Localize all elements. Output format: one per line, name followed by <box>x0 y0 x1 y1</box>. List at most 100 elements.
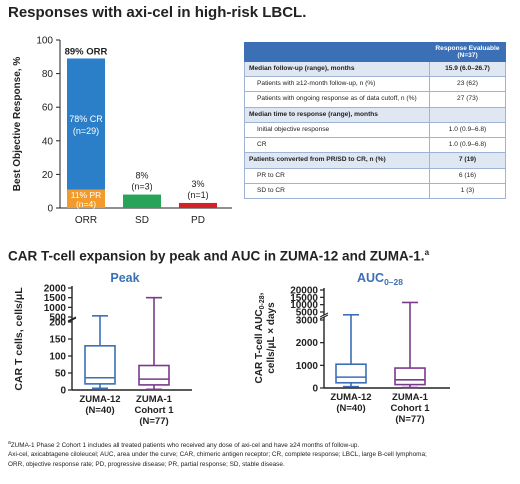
cr-label: 78% CR <box>69 114 103 124</box>
table-row: Patients with ≥12-month follow-up, n (%)… <box>244 76 506 93</box>
peak-y-tick-label: 100 <box>49 352 66 363</box>
footnote-abbrev-2: ORR, objective response rate; PD, progre… <box>8 460 285 468</box>
peak-y-tick-label: 50 <box>55 369 67 380</box>
cr-n-label: (n=29) <box>73 126 99 136</box>
table-row-value: 1.0 (0.9–6.8) <box>429 137 506 154</box>
auc-category-label: (N=77) <box>395 414 424 425</box>
auc-y-axis-label: CAR T-cell AUC0-28, <box>254 292 266 383</box>
bar-y-tick-label: 0 <box>47 204 53 215</box>
sd-n-label: (n=3) <box>131 182 152 192</box>
peak-y-tick-label: 1000 <box>44 303 67 314</box>
footnote-abbrev-1: Axi-cel, axicabtagene ciloleucel; AUC, a… <box>8 451 427 459</box>
bar-category-label: SD <box>135 215 149 226</box>
peak-box <box>138 364 170 386</box>
bar-y-axis-label: Best Objective Response, % <box>12 57 23 192</box>
auc-y-axis-label-line2: cells/μL × days <box>266 302 277 374</box>
peak-axis-break-mark <box>67 317 77 323</box>
auc-category-label: ZUMA-1 <box>392 392 429 403</box>
table-row-value: 27 (73) <box>429 91 506 108</box>
table-header-n: (N=37) <box>457 52 478 59</box>
table-row-label: Patients with ≥12-month follow-up, n (%) <box>244 76 430 93</box>
table-row: CR 1.0 (0.9–6.8) <box>244 137 506 154</box>
table-row-value: 7 (19) <box>429 152 506 169</box>
footnotes: aZUMA-1 Phase 2 Cohort 1 includes all tr… <box>8 440 513 469</box>
auc-title-sub: 0–28 <box>384 277 403 287</box>
table-row: SD to CR 1 (3) <box>244 182 506 200</box>
peak-axis-break-mark <box>67 316 77 322</box>
pr-n-label: (n=4) <box>76 199 96 209</box>
footnote-1-text: ZUMA-1 Phase 2 Cohort 1 includes all tre… <box>10 442 360 450</box>
bar-segment-pd <box>179 202 217 208</box>
peak-category-label: (N=77) <box>139 416 168 427</box>
auc-title: AUC0–28 <box>357 271 403 287</box>
auc-y-axis-label-sub: 0-28 <box>259 295 266 309</box>
table-row-value: 1.0 (0.9–6.8) <box>429 121 506 139</box>
peak-y-tick-label: 200 <box>49 318 66 329</box>
table-row-value: 6 (16) <box>429 167 506 184</box>
footnote-1-mark: a <box>8 440 11 446</box>
auc-y-axis-label-end: , <box>254 292 265 295</box>
peak-category-label: ZUMA-1 <box>136 394 173 405</box>
table-row: PR to CR 6 (16) <box>244 167 506 184</box>
bar-segment-cr <box>67 58 105 190</box>
auc-category-label: ZUMA-12 <box>330 392 371 403</box>
table-row: Patients converted from PR/SD to CR, n (… <box>244 152 506 169</box>
pd-label: 3% <box>191 179 204 189</box>
table-header-blank <box>244 42 430 62</box>
auc-axis-break-mark <box>319 314 329 320</box>
peak-y-tick-label: 2000 <box>44 284 67 295</box>
table-header-evaluable: Response Evaluable (N=37) <box>429 42 506 62</box>
auc-box-plot: 01000200030005000100001500020000ZUMA-12(… <box>254 271 450 425</box>
table-row-label: Initial objective response <box>244 121 430 139</box>
bar-y-tick-label: 80 <box>42 69 54 80</box>
table-row-value <box>429 106 506 123</box>
expansion-title-footnote-mark: a <box>424 248 430 257</box>
auc-box <box>394 367 426 386</box>
auc-y-tick-label: 20000 <box>290 286 318 297</box>
table-row: Median time to response (range), months <box>244 106 506 123</box>
figure-title: Responses with axi-cel in high-risk LBCL… <box>8 4 307 21</box>
peak-title: Peak <box>110 271 139 285</box>
auc-y-tick-label: 5000 <box>296 308 319 319</box>
pd-n-label: (n=1) <box>187 190 208 200</box>
table-row-label: CR <box>244 137 430 154</box>
bar-y-tick-label: 100 <box>36 36 53 47</box>
peak-y-tick-label: 1500 <box>44 293 67 304</box>
bar-category-label: PD <box>191 215 205 226</box>
auc-y-tick-label: 2000 <box>296 338 319 349</box>
table-row-label: Median time to response (range), months <box>244 106 430 123</box>
auc-y-axis-label-main: CAR T-cell AUC <box>254 309 265 383</box>
bar-y-tick-label: 60 <box>42 103 54 114</box>
peak-y-axis-label: CAR T cells, cells/μL <box>13 287 25 391</box>
auc-category-label: Cohort 1 <box>390 403 430 414</box>
table-row-label: SD to CR <box>244 182 430 200</box>
bar-category-label: ORR <box>75 215 97 226</box>
pr-label: 11% PR <box>71 190 102 200</box>
table-row: Patients with ongoing response as of dat… <box>244 91 506 108</box>
table-row-value: 23 (62) <box>429 76 506 93</box>
table-row-value: 15.9 (6.0–26.7) <box>429 60 506 78</box>
bar-segment-orr <box>67 189 105 208</box>
auc-y-tick-label: 10000 <box>290 300 318 311</box>
auc-axis-break-mark <box>319 312 329 318</box>
peak-y-tick-label: 500 <box>49 313 66 324</box>
bar-y-tick-label: 20 <box>42 170 54 181</box>
footnote-1: aZUMA-1 Phase 2 Cohort 1 includes all tr… <box>8 440 513 450</box>
bar-segment-sd <box>123 194 161 208</box>
peak-category-label: (N=40) <box>85 405 114 416</box>
peak-category-label: Cohort 1 <box>134 405 174 416</box>
auc-category-label: (N=40) <box>336 403 365 414</box>
bar-y-tick-label: 40 <box>42 136 54 147</box>
expansion-title-text: CAR T-cell expansion by peak and AUC in … <box>8 248 425 264</box>
table-row-value: 1 (3) <box>429 182 506 200</box>
auc-title-main: AUC <box>357 271 384 285</box>
table-header-row: Response Evaluable (N=37) <box>244 42 506 62</box>
peak-box <box>84 345 116 385</box>
table-header-label: Response Evaluable <box>435 45 500 52</box>
peak-y-tick-label: 0 <box>60 386 66 397</box>
expansion-title: CAR T-cell expansion by peak and AUC in … <box>8 248 429 264</box>
table-row-label: PR to CR <box>244 167 430 184</box>
auc-y-tick-label: 15000 <box>290 293 318 304</box>
table-row: Initial objective response 1.0 (0.9–6.8) <box>244 121 506 139</box>
response-table: Response Evaluable (N=37) Median follow-u… <box>244 42 506 200</box>
